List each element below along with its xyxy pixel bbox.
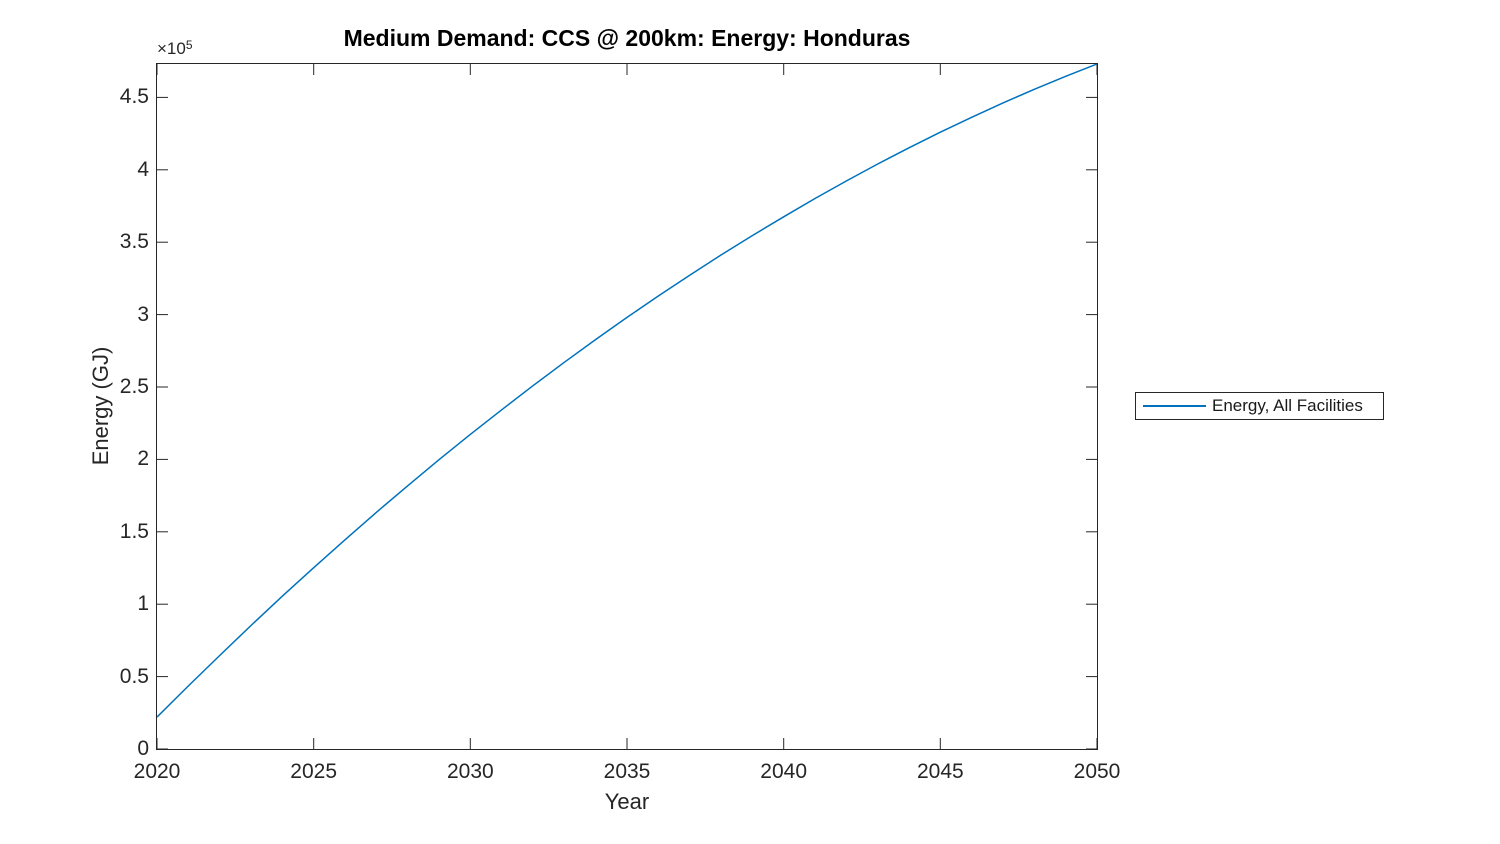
y-tick-label: 4 xyxy=(137,157,149,181)
x-tick-label: 2020 xyxy=(133,760,181,783)
x-tick-label: 2045 xyxy=(916,760,964,783)
x-tick-label: 2050 xyxy=(1073,760,1121,783)
y-axis-label: Energy (GJ) xyxy=(88,346,113,466)
legend-label: Energy, All Facilities xyxy=(1212,396,1363,415)
chart-title: Medium Demand: CCS @ 200km: Energy: Hond… xyxy=(343,25,911,51)
y-tick-label: 2.5 xyxy=(119,375,149,399)
x-axis-label: Year xyxy=(604,789,650,814)
x-tick-label: 2030 xyxy=(446,760,494,783)
y-tick-label: 3.5 xyxy=(119,230,149,254)
x-tick-label: 2025 xyxy=(290,760,338,783)
x-tick-label: 2035 xyxy=(603,760,651,783)
x-tick-label: 2040 xyxy=(760,760,808,783)
plot-area xyxy=(156,63,1098,750)
line-chart-svg xyxy=(157,64,1097,749)
y-axis-exponent-base: ×10 xyxy=(157,39,186,58)
y-tick-label: 1.5 xyxy=(119,519,149,543)
y-tick-label: 0.5 xyxy=(119,664,149,688)
y-tick-label: 0 xyxy=(137,737,149,760)
y-axis-exponent: ×105 xyxy=(157,38,193,59)
y-tick-label: 1 xyxy=(137,592,149,616)
y-tick-label: 2 xyxy=(137,447,149,471)
y-axis-exponent-power: 5 xyxy=(185,38,193,52)
y-tick-label: 3 xyxy=(137,302,149,326)
energy-line xyxy=(157,64,1097,718)
legend: Energy, All Facilities xyxy=(1135,392,1384,420)
y-tick-label: 4.5 xyxy=(119,85,149,109)
legend-line-sample xyxy=(1143,405,1206,407)
